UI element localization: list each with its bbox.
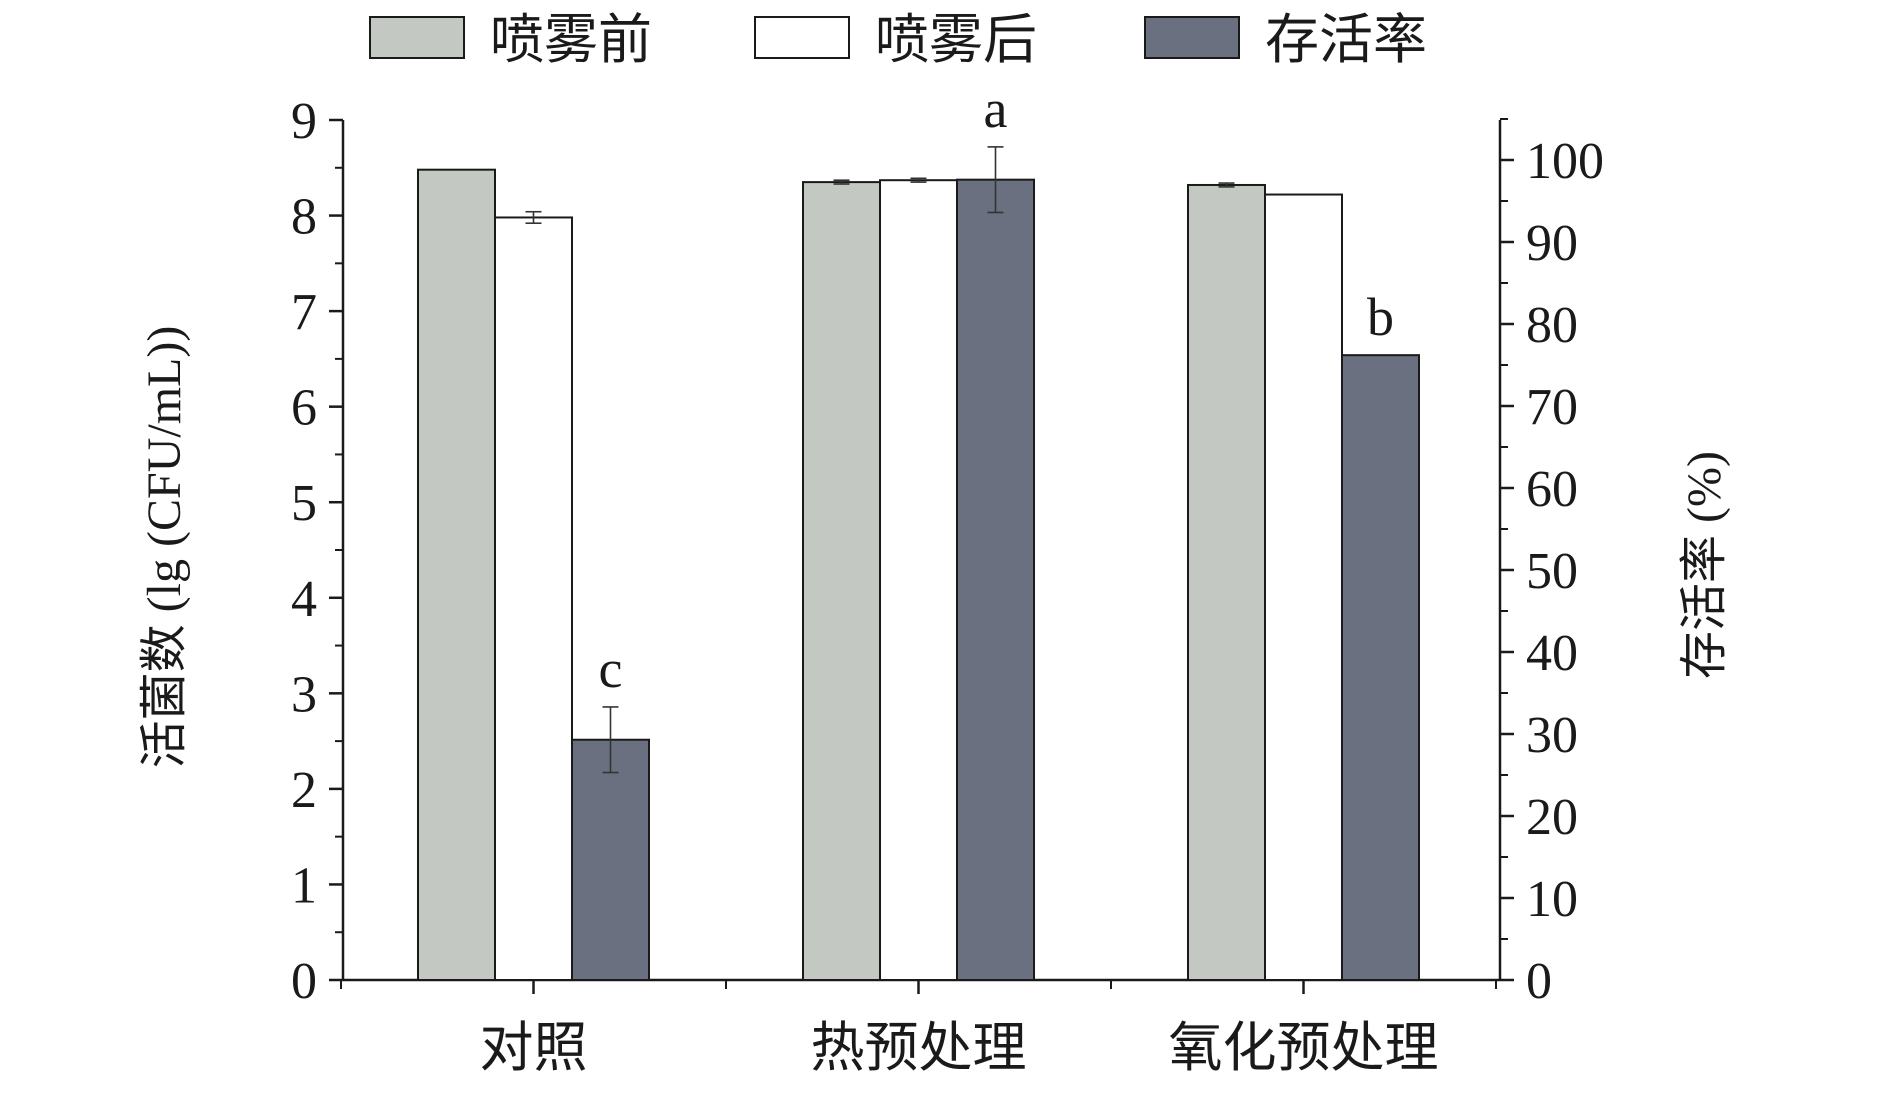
legend-label: 喷雾前: [490, 10, 652, 70]
x-tick-label: 热预处理: [811, 1018, 1027, 1078]
y-right-tick-label: 30: [1526, 707, 1578, 764]
bar-2-2: [1341, 354, 1420, 982]
y-right-tick-label: 60: [1526, 461, 1578, 518]
y-left-tick-label: 4: [291, 571, 317, 628]
bar-0-2: [1187, 183, 1266, 981]
y-right-tick-label: 20: [1526, 789, 1578, 846]
y-right-tick-label: 40: [1526, 625, 1578, 682]
bars: c a b: [417, 79, 1420, 982]
y-axis-left-label: 活菌数 (lg (CFU/mL)): [138, 326, 191, 769]
y-right-tick-label: 70: [1526, 379, 1578, 436]
bar-2-0: [571, 738, 650, 981]
bar-0-0: [417, 168, 496, 981]
legend-label: 存活率: [1265, 10, 1427, 70]
axis-labels: 活菌数 (lg (CFU/mL)) 存活率 (%): [138, 326, 1731, 769]
x-tick-label: 对照: [480, 1018, 588, 1078]
legend-swatch: [1144, 16, 1240, 59]
significance-label: a: [984, 79, 1008, 139]
legend-swatch: [754, 16, 850, 59]
y-left-tick-label: 1: [291, 857, 317, 914]
y-right-tick-label: 50: [1526, 543, 1578, 600]
y-left-tick-label: 5: [291, 475, 317, 532]
bar-2-1: [956, 178, 1035, 981]
y-left-tick-label: 9: [291, 93, 317, 150]
legend: 喷雾前 喷雾后 存活率: [369, 10, 1427, 70]
y-left-tick-label: 8: [291, 189, 317, 246]
bar-1-0: [494, 216, 573, 981]
y-left-tick-label: 6: [291, 380, 317, 437]
y-left-tick-label: 3: [291, 666, 317, 723]
y-left-tick-label: 7: [291, 284, 317, 341]
y-right-tick-label: 100: [1526, 133, 1604, 190]
significance-label: c: [599, 639, 623, 699]
bar-0-1: [802, 181, 881, 982]
bar-1-2: [1264, 193, 1343, 982]
significance-label: b: [1367, 287, 1394, 347]
y-right-tick-label: 10: [1526, 871, 1578, 928]
x-tick-label: 氧化预处理: [1169, 1018, 1439, 1078]
legend-label: 喷雾后: [875, 10, 1037, 70]
y-axis-right-label: 存活率 (%): [1678, 451, 1731, 679]
bar-1-1: [879, 179, 958, 981]
y-right-tick-label: 90: [1526, 215, 1578, 272]
y-left-tick-label: 2: [291, 762, 317, 819]
legend-swatch: [369, 16, 465, 59]
y-right-tick-label: 80: [1526, 297, 1578, 354]
y-right-tick-label: 0: [1526, 953, 1552, 1010]
y-left-tick-label: 0: [291, 953, 317, 1010]
